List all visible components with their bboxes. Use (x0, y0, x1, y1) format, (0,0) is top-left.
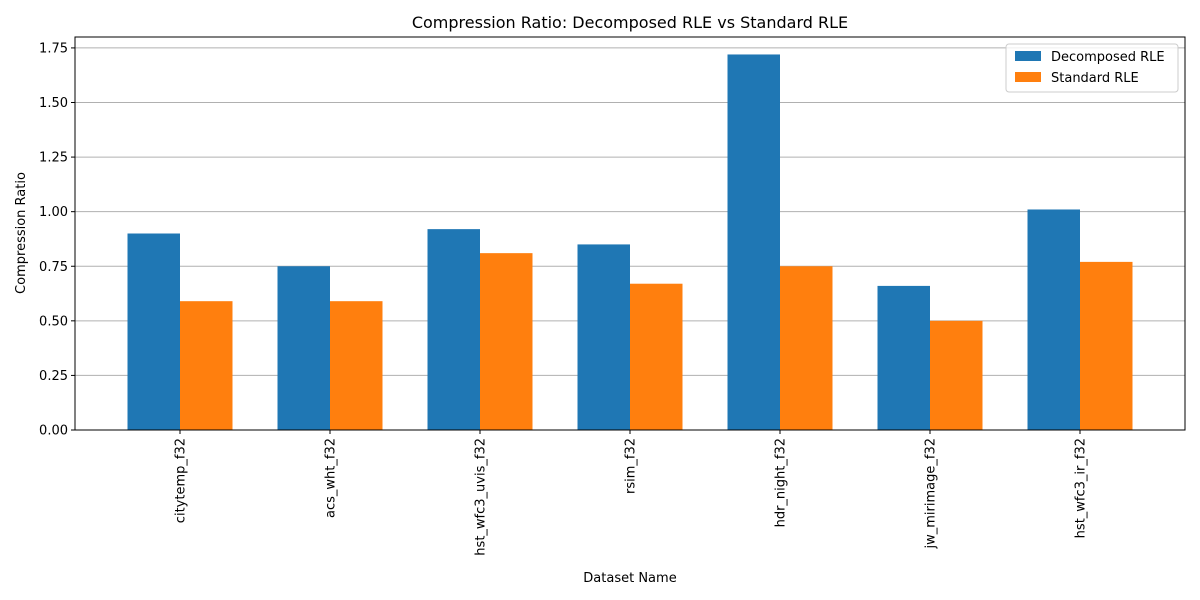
bar-standard (1080, 261, 1133, 430)
x-tick-label: hst_wfc3_uvis_f32 (474, 438, 489, 556)
bar-decomposed (277, 266, 330, 430)
bar-standard (930, 320, 983, 430)
x-axis-ticks: citytemp_f32 acs_wht_f32 hst_wfc3_uvis_f32… (174, 430, 1089, 556)
bar-decomposed (1027, 209, 1080, 430)
legend-label-standard: Standard RLE (1051, 71, 1139, 86)
legend-swatch-standard (1015, 72, 1041, 82)
x-tick-label: jw_mirimage_f32 (924, 438, 939, 549)
y-axis-label: Compression Ratio (14, 172, 29, 294)
y-axis-ticks: 0.00 0.25 0.50 0.75 1.00 1.25 1.50 1.75 (39, 41, 75, 439)
bar-standard (480, 253, 533, 430)
x-tick-label: acs_wht_f32 (324, 438, 339, 518)
x-axis-label: Dataset Name (583, 571, 676, 586)
bar-decomposed (727, 54, 780, 430)
legend-swatch-decomposed (1015, 51, 1041, 61)
bar-standard (180, 301, 233, 430)
x-tick-label: hdr_night_f32 (774, 438, 789, 527)
x-tick-label: hst_wfc3_ir_f32 (1074, 438, 1089, 538)
y-tick-label: 0.50 (39, 314, 68, 329)
chart-title: Compression Ratio: Decomposed RLE vs Sta… (412, 13, 848, 32)
bar-decomposed (427, 229, 480, 430)
bar-decomposed (877, 285, 930, 430)
bar-standard (330, 301, 383, 430)
y-tick-label: 0.25 (39, 369, 68, 384)
x-tick-label: rsim_f32 (624, 438, 639, 494)
y-tick-label: 1.25 (39, 151, 68, 166)
y-tick-label: 1.50 (39, 96, 68, 111)
bars (127, 54, 1133, 430)
y-tick-label: 0.75 (39, 260, 68, 275)
bar-standard (780, 266, 833, 430)
bar-decomposed (577, 244, 630, 430)
x-tick-label: citytemp_f32 (174, 438, 189, 523)
legend-frame (1005, 43, 1179, 93)
y-tick-label: 0.00 (39, 424, 68, 439)
legend-label-decomposed: Decomposed RLE (1051, 50, 1165, 65)
bar-decomposed (127, 233, 180, 430)
bar-standard (630, 283, 683, 430)
y-tick-label: 1.00 (39, 205, 68, 220)
y-tick-label: 1.75 (39, 41, 68, 56)
legend: Decomposed RLE Standard RLE (1005, 43, 1179, 93)
